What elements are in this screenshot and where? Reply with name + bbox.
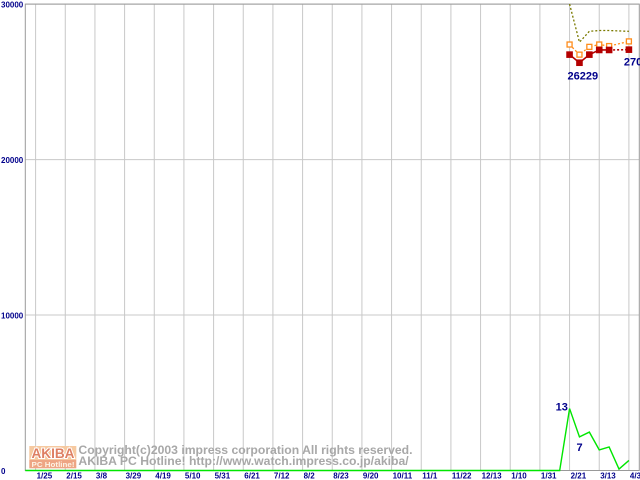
svg-text:8/23: 8/23 <box>333 472 349 480</box>
svg-text:2/21: 2/21 <box>571 472 587 480</box>
svg-text:3/29: 3/29 <box>126 472 142 480</box>
svg-text:1/31: 1/31 <box>541 472 557 480</box>
svg-text:26229: 26229 <box>568 71 599 83</box>
svg-text:AKIBA: AKIBA <box>32 445 75 461</box>
svg-text:5/10: 5/10 <box>185 472 201 480</box>
svg-text:1/25: 1/25 <box>37 472 53 480</box>
svg-text:27070: 27070 <box>624 57 640 69</box>
svg-text:10/11: 10/11 <box>393 472 413 480</box>
svg-text:PC Hotline!: PC Hotline! <box>32 462 75 469</box>
svg-text:11/22: 11/22 <box>452 472 472 480</box>
svg-text:20000: 20000 <box>1 156 24 165</box>
svg-text:5/31: 5/31 <box>215 472 231 480</box>
svg-text:30000: 30000 <box>1 1 24 10</box>
svg-text:2/15: 2/15 <box>66 472 82 480</box>
svg-text:3/8: 3/8 <box>96 472 108 480</box>
svg-text:9/20: 9/20 <box>363 472 379 480</box>
svg-text:8/2: 8/2 <box>304 472 316 480</box>
svg-text:4/19: 4/19 <box>155 472 171 480</box>
svg-text:3/13: 3/13 <box>600 472 616 480</box>
svg-text:1/10: 1/10 <box>511 472 527 480</box>
svg-text:10000: 10000 <box>1 312 24 321</box>
svg-text:AKIBA PC Hotline! http://ww: AKIBA PC Hotline! http://www.watch.impre… <box>78 454 409 468</box>
svg-text:12/13: 12/13 <box>482 472 503 480</box>
svg-text:4/3: 4/3 <box>630 472 640 480</box>
svg-text:0: 0 <box>1 467 6 476</box>
svg-text:7/12: 7/12 <box>274 472 290 480</box>
svg-text:13: 13 <box>556 402 568 414</box>
svg-text:11/1: 11/1 <box>422 472 438 480</box>
svg-text:6/21: 6/21 <box>244 472 260 480</box>
svg-text:7: 7 <box>577 442 583 454</box>
